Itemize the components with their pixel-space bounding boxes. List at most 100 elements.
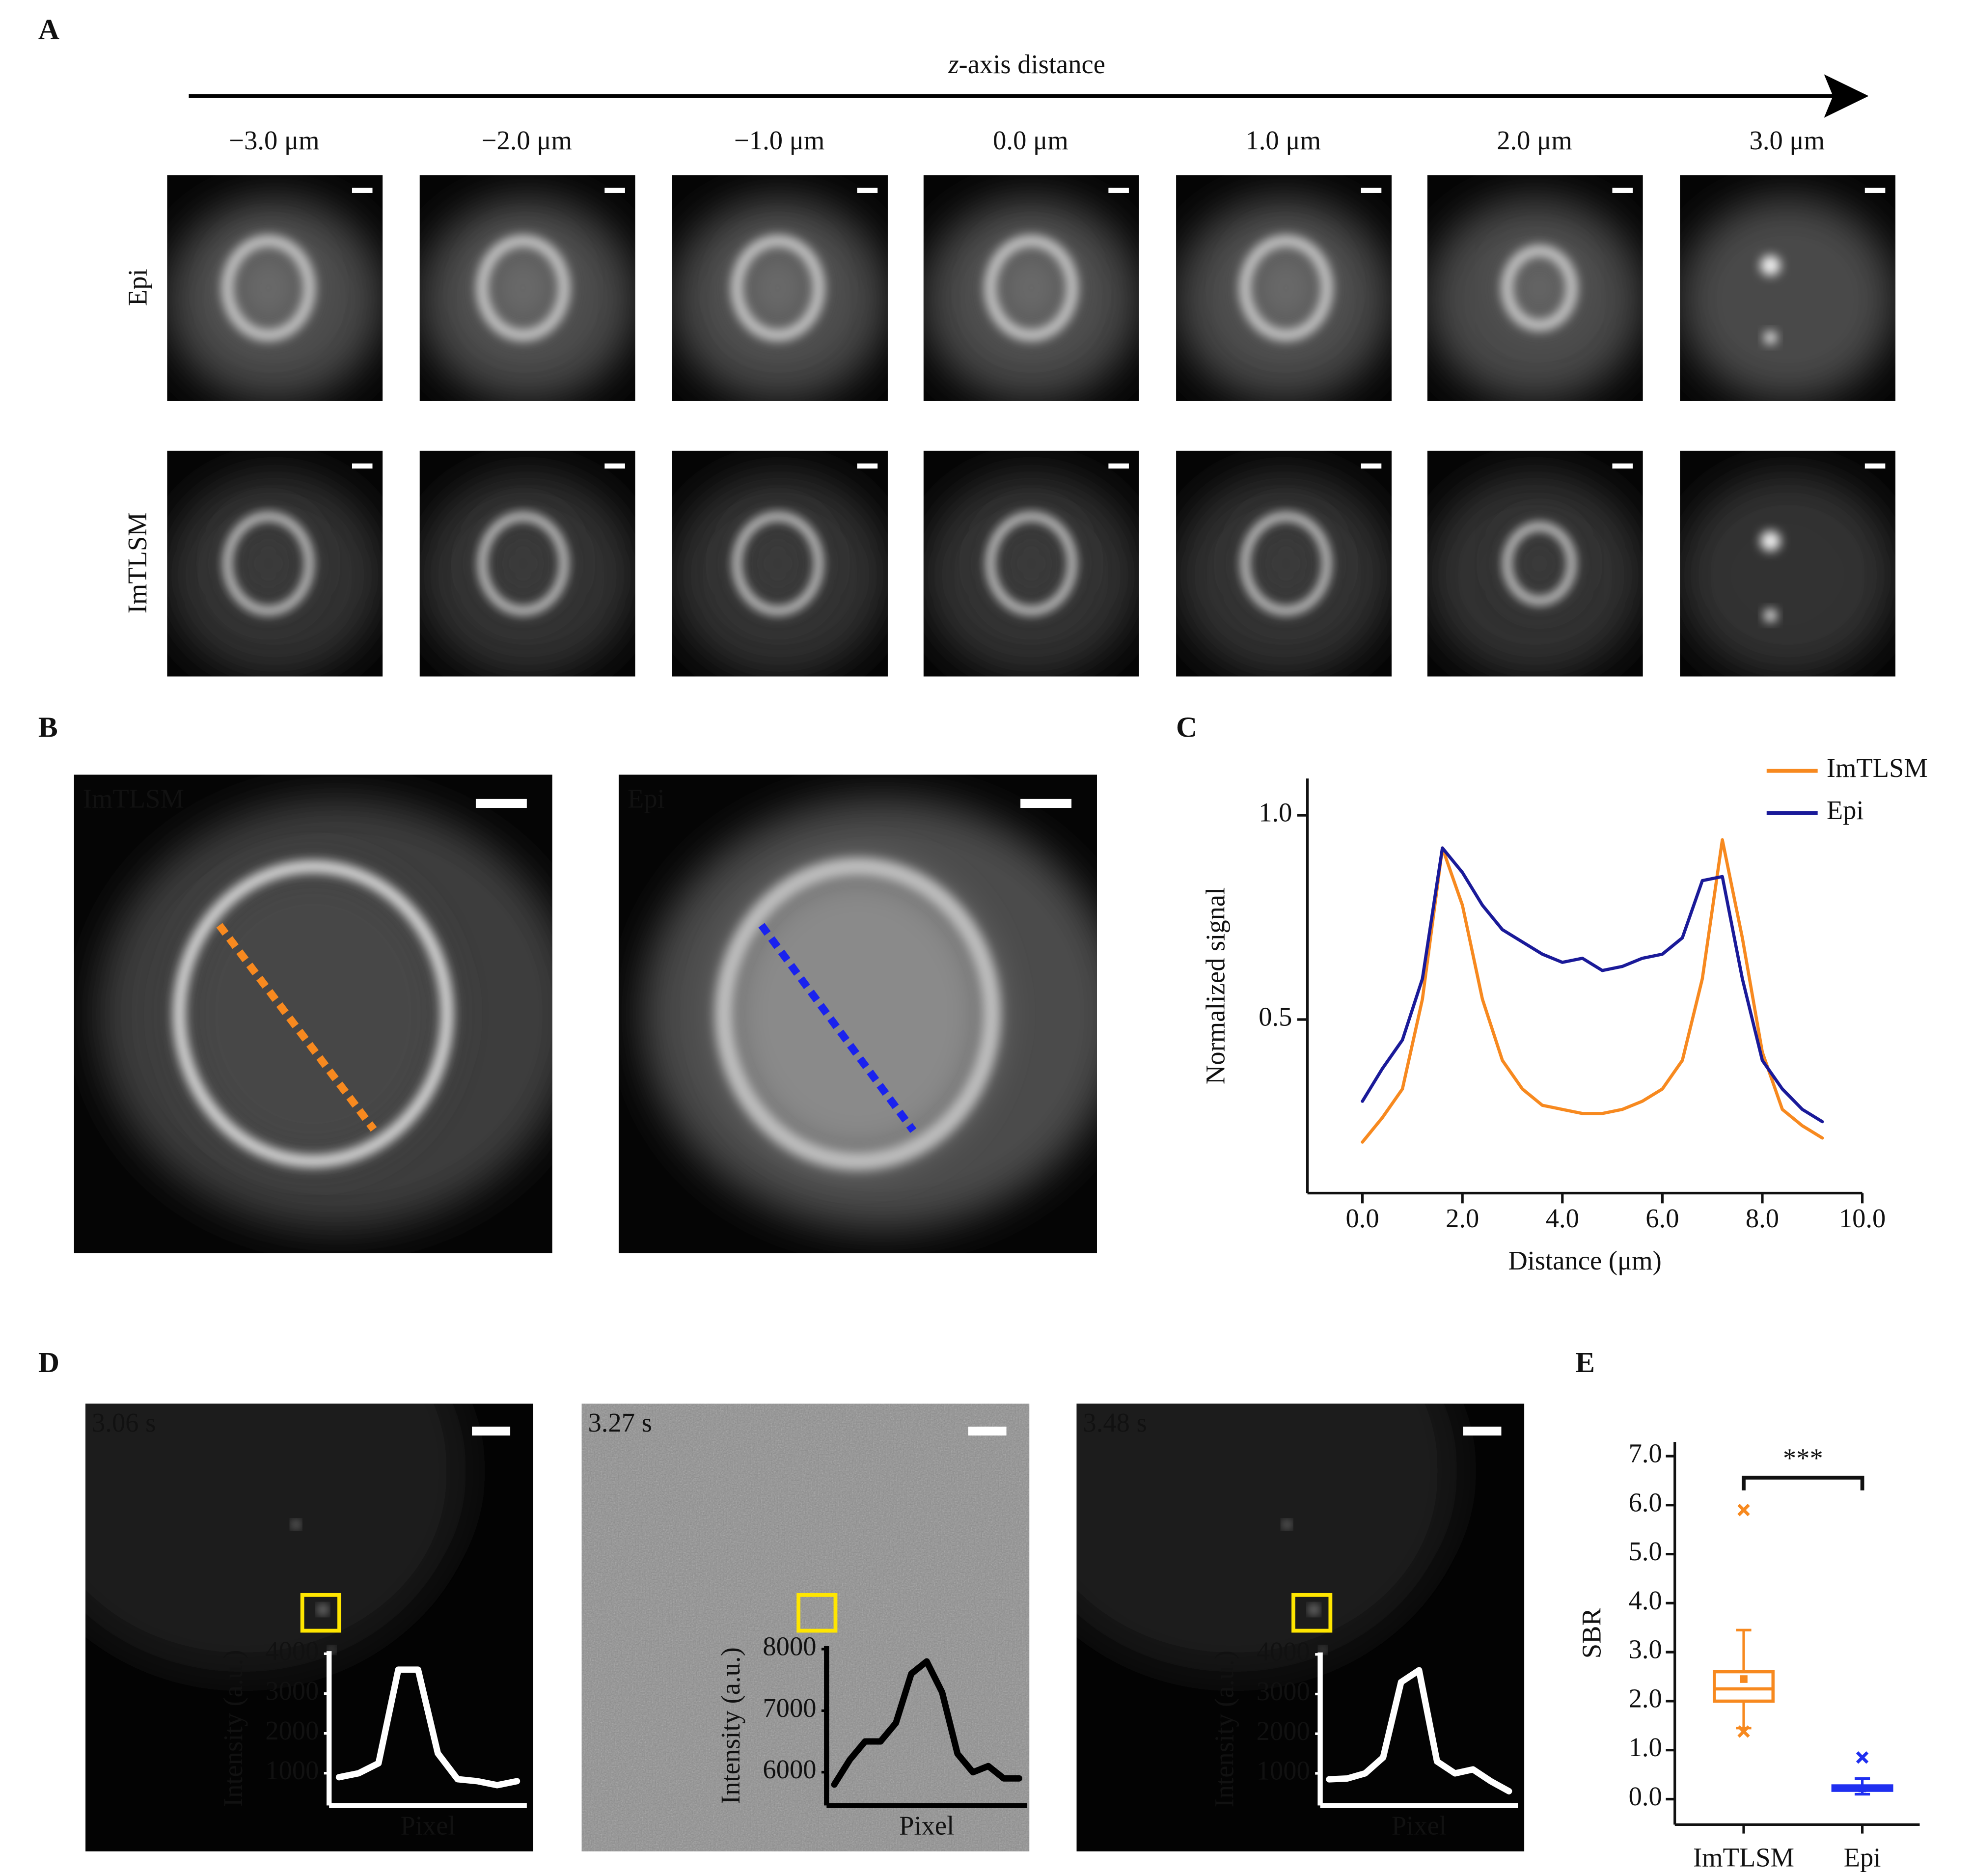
micrograph [923, 450, 1139, 677]
y-tick-label: 8000 [763, 1631, 816, 1661]
nucleus-fill [1507, 526, 1572, 601]
series-line [1361, 838, 1824, 1144]
time-label: 3.27 s [588, 1407, 652, 1437]
nucleus-fill [482, 516, 564, 611]
y-tick-label: 6.0 [1629, 1487, 1662, 1517]
bright-spot [1284, 1521, 1290, 1528]
y-tick-label: 1000 [1257, 1756, 1310, 1786]
nucleus-fill [1507, 250, 1572, 326]
scale-bar [475, 799, 527, 808]
scale-bar [1612, 463, 1633, 469]
column-label: 2.0 μm [1497, 125, 1572, 155]
micrograph [419, 175, 635, 401]
nucleus-fill [227, 516, 310, 611]
scale-bar [1020, 799, 1072, 808]
y-tick-label: 6000 [763, 1754, 816, 1784]
nucleus-ring [476, 235, 570, 341]
roi-box [796, 1593, 838, 1633]
y-tick-label: 3.0 [1629, 1634, 1662, 1664]
mean [1740, 1675, 1748, 1683]
nucleus-ring [714, 857, 1001, 1170]
nucleus-fill [737, 241, 819, 335]
y-tick-label: 0.5 [1259, 1002, 1292, 1032]
micrograph [672, 175, 888, 401]
roi-box [1291, 1593, 1333, 1633]
y-tick-label: 1.0 [1629, 1732, 1662, 1762]
bright-spot [1760, 530, 1781, 552]
column-label: −2.0 μm [482, 125, 572, 155]
image-label: ImTLSM [83, 784, 184, 814]
y-tick-label: 4000 [265, 1636, 319, 1666]
bright-spot [1764, 331, 1777, 344]
legend-label: Epi [1827, 795, 1864, 825]
nucleus-fill [990, 516, 1072, 611]
significance-bracket [1742, 1475, 1864, 1490]
nucleus-ring [172, 860, 454, 1168]
roi-box [300, 1593, 341, 1633]
scale-bar [1361, 463, 1382, 469]
bright-spot [1310, 1605, 1318, 1614]
x-axis-label: Pixel [1392, 1811, 1447, 1841]
noise [581, 1404, 1030, 1851]
scale-bar [1361, 188, 1382, 193]
y-tick-label: 1.0 [1259, 798, 1292, 828]
y-tick-label: 3000 [1257, 1676, 1310, 1706]
nucleus-fill [482, 241, 564, 335]
x-tick-label: 4.0 [1546, 1203, 1579, 1233]
panel-label: E [1575, 1346, 1595, 1379]
y-tick-label: 2000 [265, 1715, 319, 1745]
nucleus-ring [1503, 522, 1576, 605]
profile-line [216, 923, 377, 1132]
y-axis-label: SBR [1577, 1608, 1607, 1659]
y-tick-label: 7000 [763, 1693, 816, 1723]
column-label: −1.0 μm [734, 125, 824, 155]
time-label: 3.06 s [92, 1407, 156, 1437]
nucleus-ring [223, 512, 313, 615]
micrograph [1427, 175, 1643, 401]
scale-bar [1864, 463, 1886, 469]
scale-bar [352, 188, 373, 193]
series-line [335, 1666, 520, 1789]
series-line [1361, 846, 1824, 1124]
x-tick-label: 10.0 [1839, 1203, 1886, 1233]
x-axis-label: Distance (μm) [1508, 1245, 1661, 1275]
micrograph [1176, 450, 1392, 677]
nucleus-ring [1239, 235, 1333, 341]
y-tick-label: 4000 [1257, 1636, 1310, 1666]
bright-spot [1760, 255, 1781, 276]
micrograph [1076, 1404, 1525, 1851]
x-tick-label: 0.0 [1346, 1203, 1379, 1233]
category-label: ImTLSM [1693, 1843, 1794, 1873]
nucleus-fill [737, 516, 819, 611]
bright-spot [319, 1605, 327, 1614]
nucleus-ring [1501, 245, 1578, 331]
scale-bar [857, 188, 878, 193]
y-axis-label: Intensity (a.u.) [715, 1647, 745, 1804]
micrograph [618, 774, 1097, 1253]
z-italic: z [948, 49, 959, 79]
nucleus-fill [990, 241, 1072, 335]
nucleus-fill [227, 241, 310, 335]
image-label: Epi [628, 784, 665, 814]
column-label: 1.0 μm [1246, 125, 1321, 155]
box [1713, 1670, 1775, 1703]
nucleus-ring [478, 512, 568, 615]
y-tick-label: 0.0 [1629, 1781, 1662, 1811]
bright-spot [293, 1521, 300, 1528]
legend-label: ImTLSM [1827, 753, 1928, 783]
column-label: 0.0 μm [993, 125, 1068, 155]
y-tick-label: 4.0 [1629, 1585, 1662, 1615]
micrograph [74, 774, 552, 1253]
cell-haze [1680, 473, 1896, 677]
scale-bar [604, 188, 625, 193]
y-axis-label: Intensity (a.u.) [218, 1650, 248, 1807]
nucleus-ring [985, 235, 1078, 341]
y-axis-label: Intensity (a.u.) [1209, 1651, 1239, 1808]
micrograph [1427, 450, 1643, 677]
significance-label: *** [1783, 1443, 1823, 1473]
series-line [831, 1658, 1022, 1788]
x-axis-label: Pixel [400, 1811, 455, 1841]
micrograph [167, 175, 383, 401]
x-tick-label: 2.0 [1446, 1203, 1479, 1233]
